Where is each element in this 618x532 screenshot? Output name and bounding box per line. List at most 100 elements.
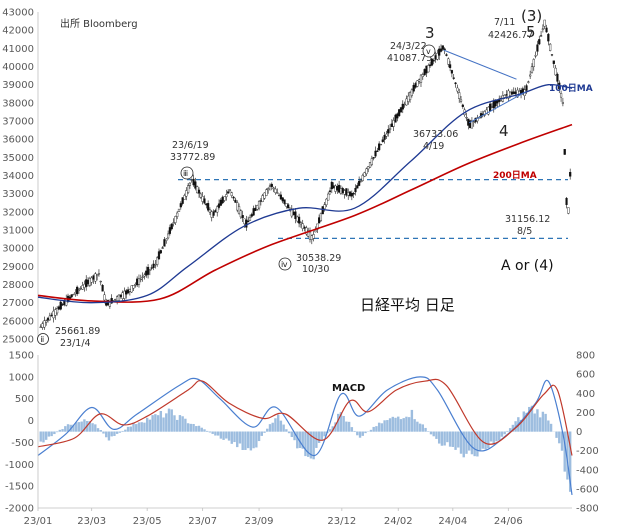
histogram-bar (271, 422, 274, 432)
candle-body (430, 58, 434, 66)
candle-body (287, 204, 290, 209)
price-y-tick-label: 38000 (2, 98, 34, 109)
candle-body (243, 218, 246, 225)
wave-iii-label: ⅲ (183, 169, 188, 178)
histogram-bar (61, 429, 64, 432)
candle-body (48, 315, 51, 321)
histogram-bar (189, 423, 193, 432)
price-y-tick-label: 31000 (2, 226, 34, 237)
candle-body (334, 185, 337, 192)
candle-body (185, 190, 188, 197)
candle-body (569, 172, 572, 177)
histogram-bar (156, 415, 160, 432)
candle-body (163, 239, 166, 247)
candle-body (210, 211, 213, 218)
histogram-bar (350, 427, 354, 432)
wave-paren3-label: (3) (521, 7, 542, 25)
high-2024a-date: 24/3/22 (390, 41, 427, 52)
histogram-bar (544, 413, 547, 432)
histogram-bar (159, 410, 163, 432)
histogram-bar (465, 431, 468, 454)
candle-body (254, 207, 257, 211)
price-y-tick-label: 42000 (2, 26, 34, 37)
source-box (58, 16, 150, 30)
histogram-bar (208, 431, 212, 433)
candle-body (205, 203, 208, 206)
low-2023b-date: 10/30 (302, 264, 329, 275)
histogram-bar (58, 429, 62, 432)
candle-body (59, 301, 62, 310)
candle-body (261, 195, 264, 202)
histogram-bar (451, 431, 455, 447)
candle-body (170, 223, 173, 230)
candle-body (265, 189, 268, 196)
histogram-bar (386, 420, 389, 432)
histogram-bar (347, 421, 351, 432)
ma100-label: 100日MA (549, 83, 593, 94)
candle-body (432, 60, 435, 62)
histogram-bar (137, 422, 141, 432)
low-2023-value: 25661.89 (55, 326, 100, 337)
ma200-line (37, 123, 573, 303)
histogram-bar (47, 431, 51, 437)
histogram-bar (339, 412, 343, 432)
candle-body (538, 39, 541, 45)
high-2024a-value: 41087.75 (387, 53, 432, 64)
candle-body (268, 185, 272, 187)
candle-body (165, 238, 168, 241)
histogram-bar (538, 417, 542, 432)
candle-body (379, 143, 383, 146)
candle-body (183, 195, 186, 200)
candle-body (97, 273, 101, 275)
candle-body (92, 275, 95, 280)
histogram-bar (96, 428, 100, 432)
candle-body (45, 320, 48, 323)
histogram-bar (102, 431, 105, 434)
candle-body (196, 186, 199, 194)
histogram-bar (492, 431, 495, 445)
histogram-bar (356, 431, 359, 436)
candle-body (77, 289, 81, 291)
candle-body (143, 274, 146, 277)
histogram-bar (413, 419, 416, 432)
low-2024a-value: 36733.06 (413, 129, 458, 140)
histogram-bar (72, 424, 75, 432)
histogram-bar (369, 429, 373, 432)
histogram-bar (287, 431, 291, 434)
histogram-bar (285, 429, 288, 432)
candle-body (318, 217, 321, 224)
histogram-bar (416, 421, 419, 432)
candle-body (374, 150, 377, 157)
histogram-bar (195, 426, 198, 432)
candle-body (539, 35, 543, 37)
candle-body (396, 113, 399, 119)
candle-body (549, 43, 552, 51)
candle-body (527, 81, 530, 83)
price-y-tick-label: 41000 (2, 44, 34, 55)
candle-body (467, 118, 470, 126)
candle-body (137, 278, 141, 285)
macd-y2-tick-label: -800 (576, 504, 599, 515)
candle-body (465, 117, 468, 119)
histogram-bar (113, 431, 116, 436)
macd-x-tick-label: 23/12 (327, 516, 356, 527)
histogram-bar (276, 414, 280, 432)
candle-body (61, 304, 64, 306)
histogram-bar (429, 431, 433, 435)
candle-body (492, 100, 495, 109)
candle-body (459, 99, 463, 102)
macd-y-tick-label: -1000 (5, 460, 34, 471)
histogram-bar (306, 431, 310, 457)
histogram-bar (241, 431, 244, 450)
candle-body (303, 226, 306, 229)
candle-body (139, 278, 142, 281)
histogram-bar (173, 415, 176, 432)
candle-body (221, 196, 224, 204)
histogram-bar (230, 431, 233, 444)
wave-ii-label: ⅱ (41, 335, 45, 344)
candle-body (270, 183, 273, 187)
candle-body (177, 208, 181, 212)
candle-body (401, 103, 404, 110)
histogram-bar (175, 419, 179, 432)
candle-body (390, 123, 393, 128)
